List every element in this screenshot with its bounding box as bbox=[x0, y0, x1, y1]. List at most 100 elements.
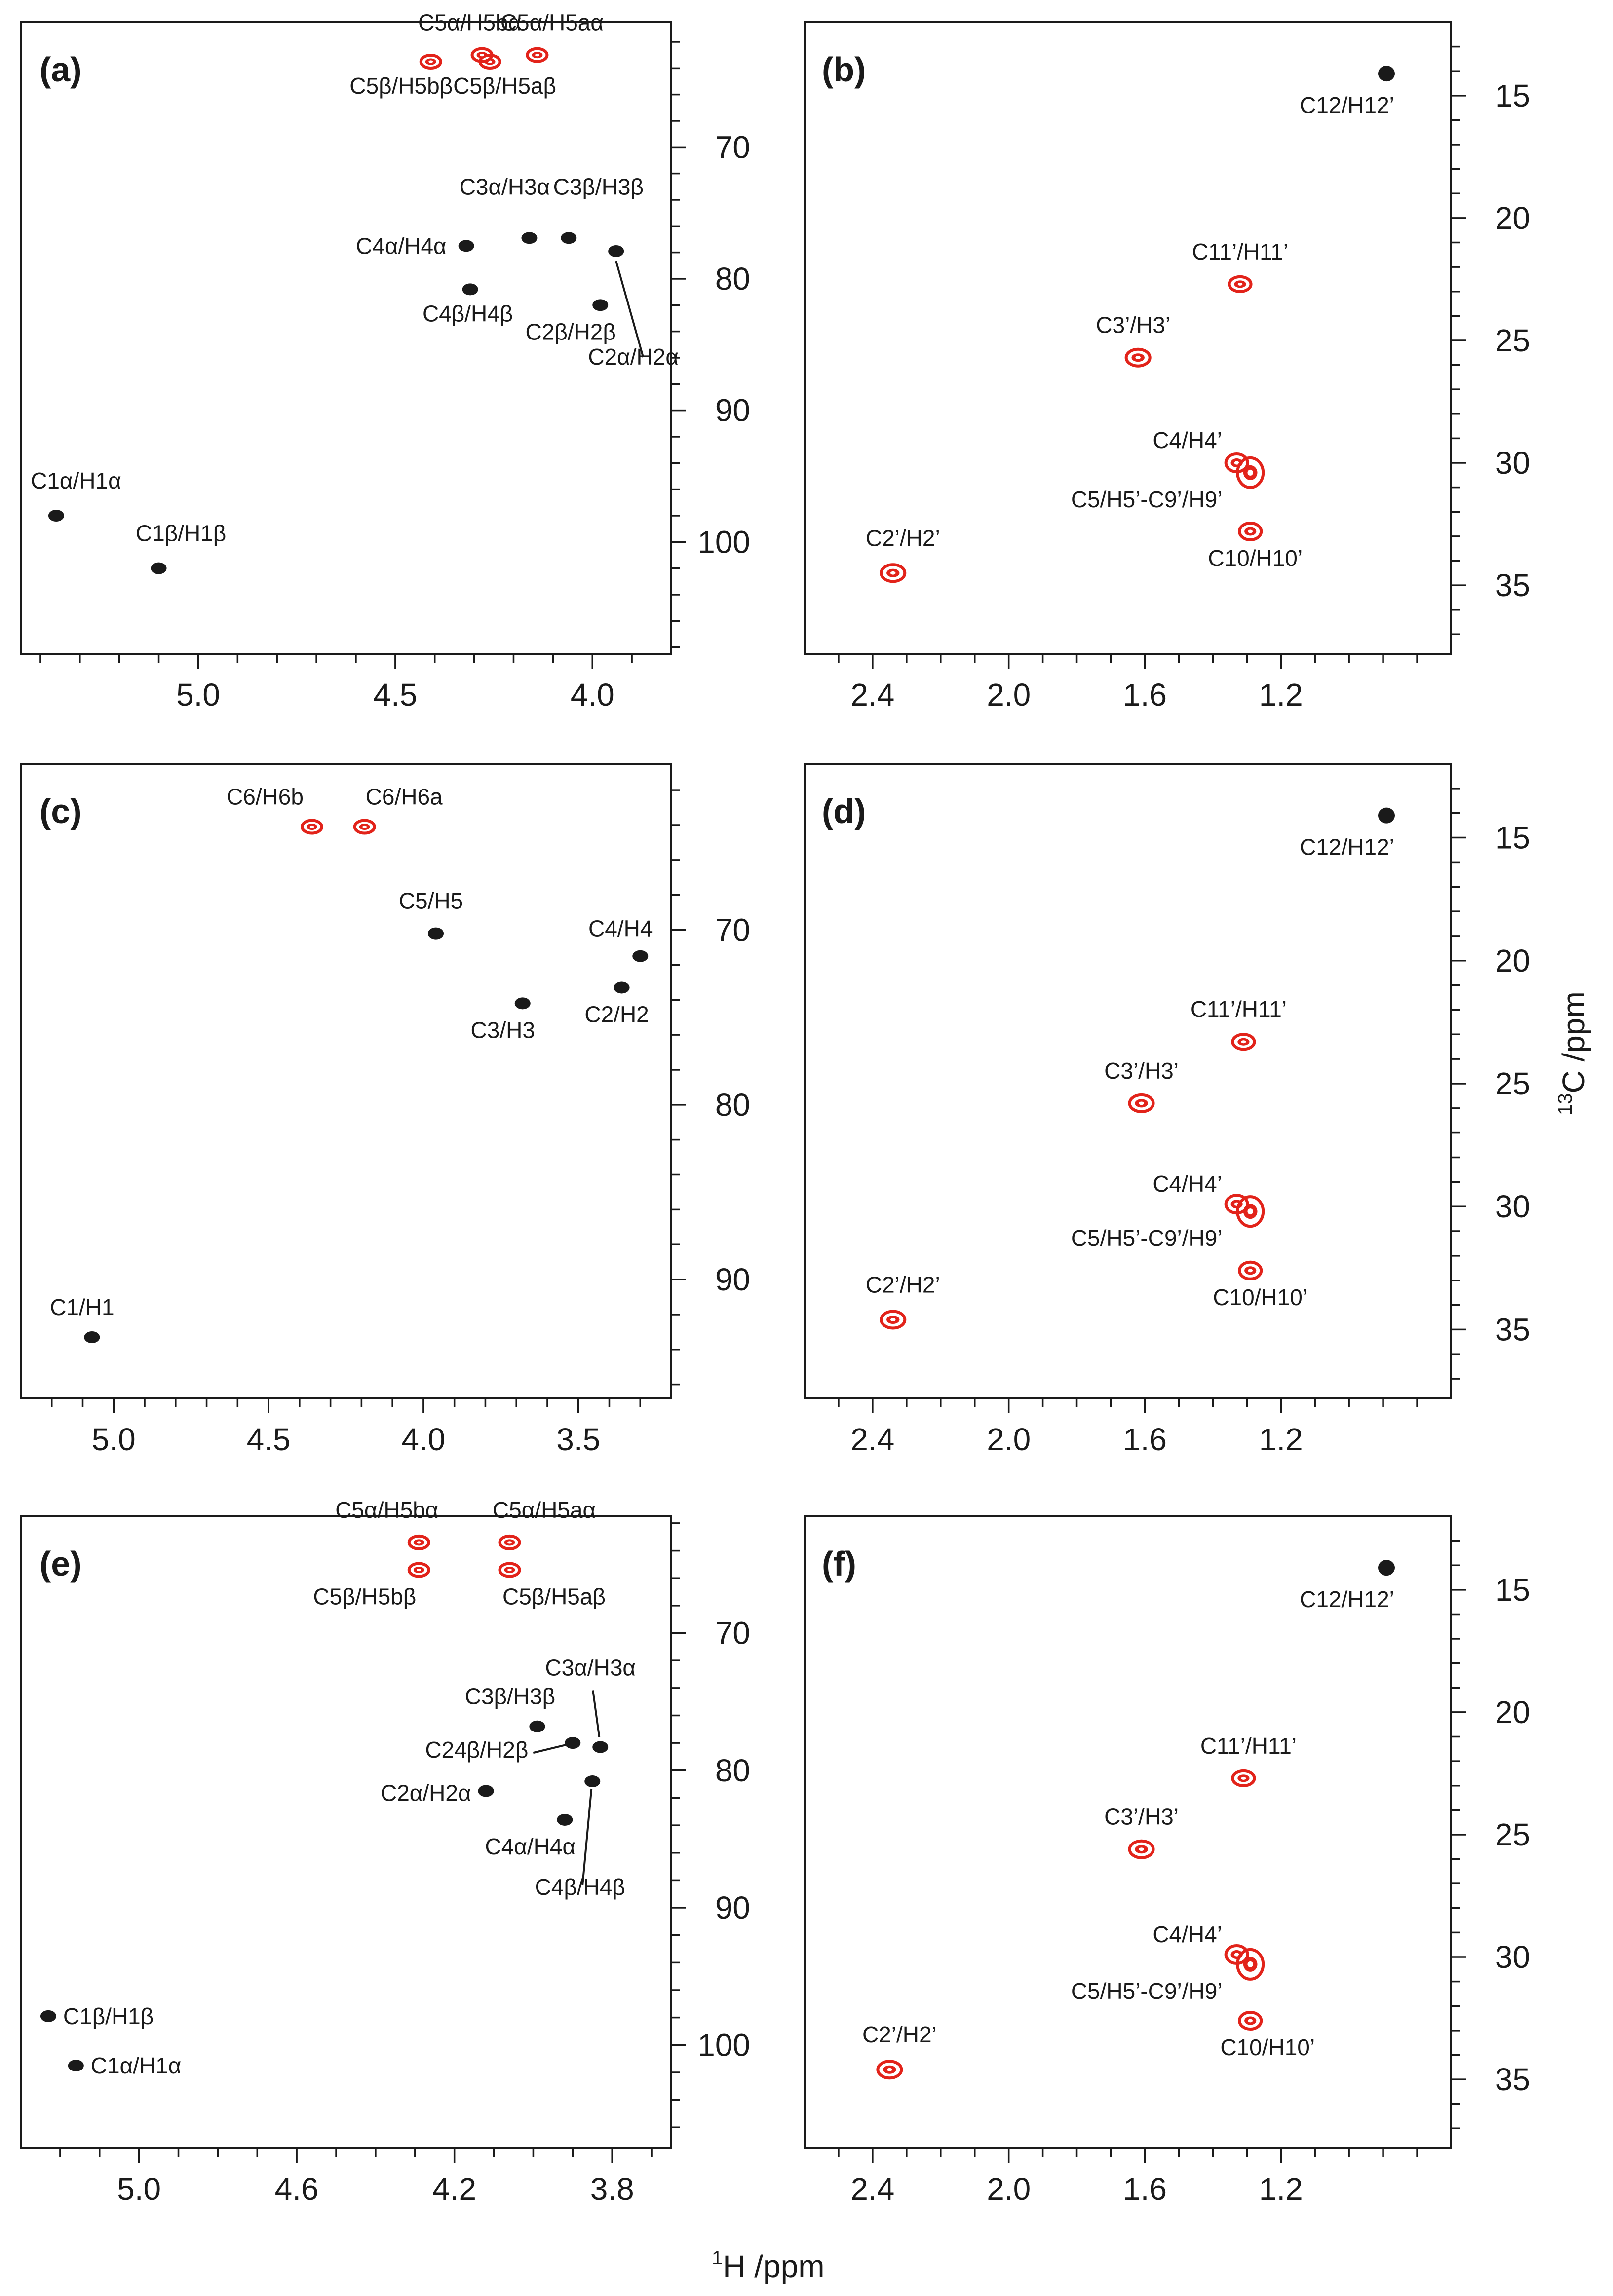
panel-c-peaks bbox=[84, 819, 649, 1344]
x-tick-label: 4.5 bbox=[373, 677, 417, 713]
peak-label: C4/H4’ bbox=[1152, 1921, 1222, 1947]
panel-a-peaks bbox=[48, 47, 624, 574]
panel-f: 2.4 2.0 1.6 1.2 15 20 25 30 35 C12/H12’ C11’/H11’… bbox=[804, 1515, 1530, 2207]
peak-label: C5α/H5aα bbox=[500, 10, 604, 36]
x-tick-label: 4.2 bbox=[432, 2171, 476, 2207]
y-tick-label: 90 bbox=[715, 393, 750, 428]
x-tick-label: 5.0 bbox=[117, 2171, 161, 2207]
peak-negative bbox=[1238, 2011, 1263, 2031]
panel-b-peaks bbox=[880, 66, 1395, 583]
panel-b-frame bbox=[804, 21, 1452, 655]
peak-positive bbox=[521, 232, 538, 244]
peak-negative bbox=[880, 1310, 907, 1330]
peak-negative bbox=[876, 2060, 903, 2080]
peak-label: C5β/H5bβ bbox=[313, 1584, 416, 1610]
peak-positive bbox=[458, 240, 474, 252]
panel-a-title: (a) bbox=[39, 50, 82, 89]
x-tick-label: 5.0 bbox=[92, 1422, 136, 1457]
peak-label: C4β/H4β bbox=[535, 1874, 625, 1900]
panel-a-frame bbox=[20, 21, 672, 655]
peak-label: C4β/H4β bbox=[422, 301, 513, 326]
y-tick-label: 100 bbox=[697, 2027, 750, 2063]
peak-label: C4α/H4α bbox=[356, 233, 447, 259]
y-tick-label: 70 bbox=[715, 912, 750, 948]
peak-negative bbox=[1238, 1260, 1263, 1280]
peak-negative bbox=[1236, 456, 1265, 489]
x-tick-label: 4.5 bbox=[247, 1422, 291, 1457]
x-tick-label: 2.4 bbox=[850, 1422, 894, 1457]
peak-positive bbox=[478, 1785, 494, 1797]
y-tick-label: 20 bbox=[1495, 943, 1530, 979]
peak-label: C6/H6a bbox=[366, 784, 443, 810]
peak-positive bbox=[514, 997, 531, 1010]
peak-positive bbox=[614, 981, 630, 994]
peak-label: C11’/H11’ bbox=[1192, 239, 1288, 264]
panel-d-peaks bbox=[880, 807, 1395, 1330]
peak-negative bbox=[470, 47, 494, 63]
peak-label: C1β/H1β bbox=[136, 521, 226, 546]
y-tick-label: 35 bbox=[1495, 2062, 1530, 2097]
y-tick-label: 35 bbox=[1495, 1312, 1530, 1347]
peak-label: C5/H5 bbox=[399, 888, 463, 914]
peak-positive bbox=[1378, 1560, 1395, 1576]
peak-negative bbox=[1228, 275, 1253, 293]
peak-positive bbox=[632, 950, 649, 962]
panel-b-axes: 2.4 2.0 1.6 1.2 15 20 25 30 35 bbox=[838, 45, 1530, 713]
y-tick-label: 30 bbox=[1495, 445, 1530, 481]
x-tick-label: 4.6 bbox=[275, 2171, 319, 2207]
peak-positive bbox=[529, 1720, 545, 1732]
y-tick-label: 80 bbox=[715, 1087, 750, 1123]
peak-label: C1/H1 bbox=[50, 1294, 114, 1320]
leader-line bbox=[592, 1690, 601, 1737]
peak-label: C10/H10’ bbox=[1208, 545, 1303, 571]
peak-positive bbox=[561, 232, 577, 244]
peak-label: C4/H4’ bbox=[1152, 1171, 1222, 1197]
x-tick-label: 1.2 bbox=[1259, 2171, 1303, 2207]
peak-positive bbox=[84, 1331, 100, 1344]
x-tick-label: 1.6 bbox=[1123, 677, 1167, 713]
y-tick-label: 90 bbox=[715, 1262, 750, 1297]
y-tick-label: 25 bbox=[1495, 1817, 1530, 1852]
peak-positive bbox=[1378, 66, 1395, 82]
y-tick-label: 20 bbox=[1495, 1694, 1530, 1730]
x-tick-label: 4.0 bbox=[401, 1422, 445, 1457]
peak-label: C12/H12’ bbox=[1300, 834, 1394, 860]
peak-label: C4/H4 bbox=[588, 916, 653, 941]
peak-label: C3β/H3β bbox=[465, 1684, 555, 1709]
peak-negative bbox=[1128, 1839, 1155, 1859]
peak-label: C11’/H11’ bbox=[1191, 996, 1287, 1022]
peak-label: C5α/H5bα bbox=[418, 10, 521, 36]
peak-label: C2α/H2α bbox=[381, 1780, 471, 1806]
peak-label: C12/H12’ bbox=[1300, 92, 1394, 118]
peak-label: C3β/H3β bbox=[553, 174, 644, 199]
panel-b: 2.4 2.0 1.6 1.2 15 20 25 30 35 C12/H12’ C11’/H11’… bbox=[804, 21, 1530, 713]
y-axis-title: 13C /ppm bbox=[1554, 991, 1591, 1115]
panel-b-labels: C12/H12’ C11’/H11’ C3’/H3’ C4/H4’ C5/H5’-C9’… bbox=[866, 92, 1394, 571]
panel-d-labels: C12/H12’ C11’/H11’ C3’/H3’ C4/H4’ C5/H5’-C9’… bbox=[866, 834, 1394, 1310]
y-tick-label: 15 bbox=[1495, 820, 1530, 856]
peak-negative bbox=[1236, 1948, 1265, 1981]
peak-positive bbox=[40, 2010, 56, 2022]
y-tick-label: 20 bbox=[1495, 200, 1530, 236]
peak-positive bbox=[462, 283, 478, 296]
peak-label: C5β/H5aβ bbox=[453, 73, 556, 99]
peak-negative bbox=[1238, 521, 1263, 541]
peak-negative bbox=[419, 54, 442, 70]
x-tick-label: 5.0 bbox=[176, 677, 220, 713]
peak-positive bbox=[1378, 807, 1395, 824]
leader-line bbox=[581, 1788, 593, 1885]
x-tick-label: 3.8 bbox=[590, 2171, 634, 2207]
panel-a: 5.0 4.5 4.0 70 80 90 100 C5β/H5bβ C5β/H5aβ C5α/H… bbox=[20, 10, 750, 713]
peak-positive bbox=[592, 1741, 609, 1753]
peak-label: C2’/H2’ bbox=[866, 1272, 940, 1297]
x-axis-title: 1H /ppm bbox=[712, 2247, 825, 2284]
peak-label: C6/H6b bbox=[227, 784, 304, 810]
y-tick-label: 25 bbox=[1495, 1066, 1530, 1101]
panel-e-frame bbox=[20, 1515, 672, 2149]
y-tick-label: 80 bbox=[715, 261, 750, 297]
peak-negative bbox=[407, 1534, 430, 1550]
peak-label: C3α/H3α bbox=[545, 1655, 636, 1680]
peak-negative bbox=[1236, 1195, 1265, 1228]
